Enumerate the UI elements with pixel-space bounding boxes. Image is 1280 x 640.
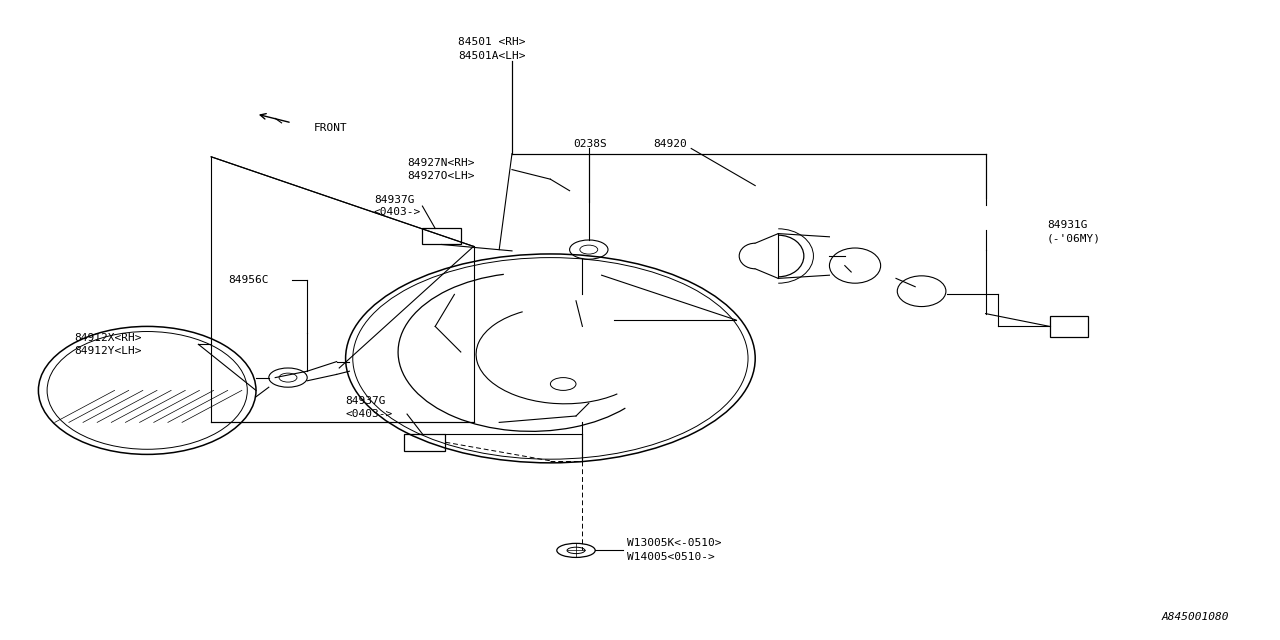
Text: 84920: 84920	[653, 139, 686, 149]
Text: 84931G: 84931G	[1047, 220, 1088, 230]
Text: A845001080: A845001080	[1161, 612, 1229, 622]
Bar	[422, 228, 461, 244]
Text: 84927N<RH>: 84927N<RH>	[407, 158, 475, 168]
Bar	[1050, 316, 1088, 337]
Text: 84912X<RH>: 84912X<RH>	[74, 333, 142, 343]
Bar	[404, 434, 445, 451]
Text: <0403->: <0403->	[374, 207, 421, 218]
Text: W13005K<-0510>: W13005K<-0510>	[627, 538, 722, 548]
Text: FRONT: FRONT	[314, 123, 347, 133]
Text: (-'06MY): (-'06MY)	[1047, 233, 1101, 243]
Text: 84501A<LH>: 84501A<LH>	[458, 51, 526, 61]
Text: 84937G: 84937G	[374, 195, 415, 205]
Text: W14005<0510->: W14005<0510->	[627, 552, 716, 562]
Text: 0238S: 0238S	[573, 139, 607, 149]
Text: 84956C: 84956C	[228, 275, 269, 285]
Text: <0403->: <0403->	[346, 409, 393, 419]
Text: 84927O<LH>: 84927O<LH>	[407, 171, 475, 181]
Text: 84912Y<LH>: 84912Y<LH>	[74, 346, 142, 356]
Text: 84501 <RH>: 84501 <RH>	[458, 36, 526, 47]
Text: 84937G: 84937G	[346, 396, 387, 406]
